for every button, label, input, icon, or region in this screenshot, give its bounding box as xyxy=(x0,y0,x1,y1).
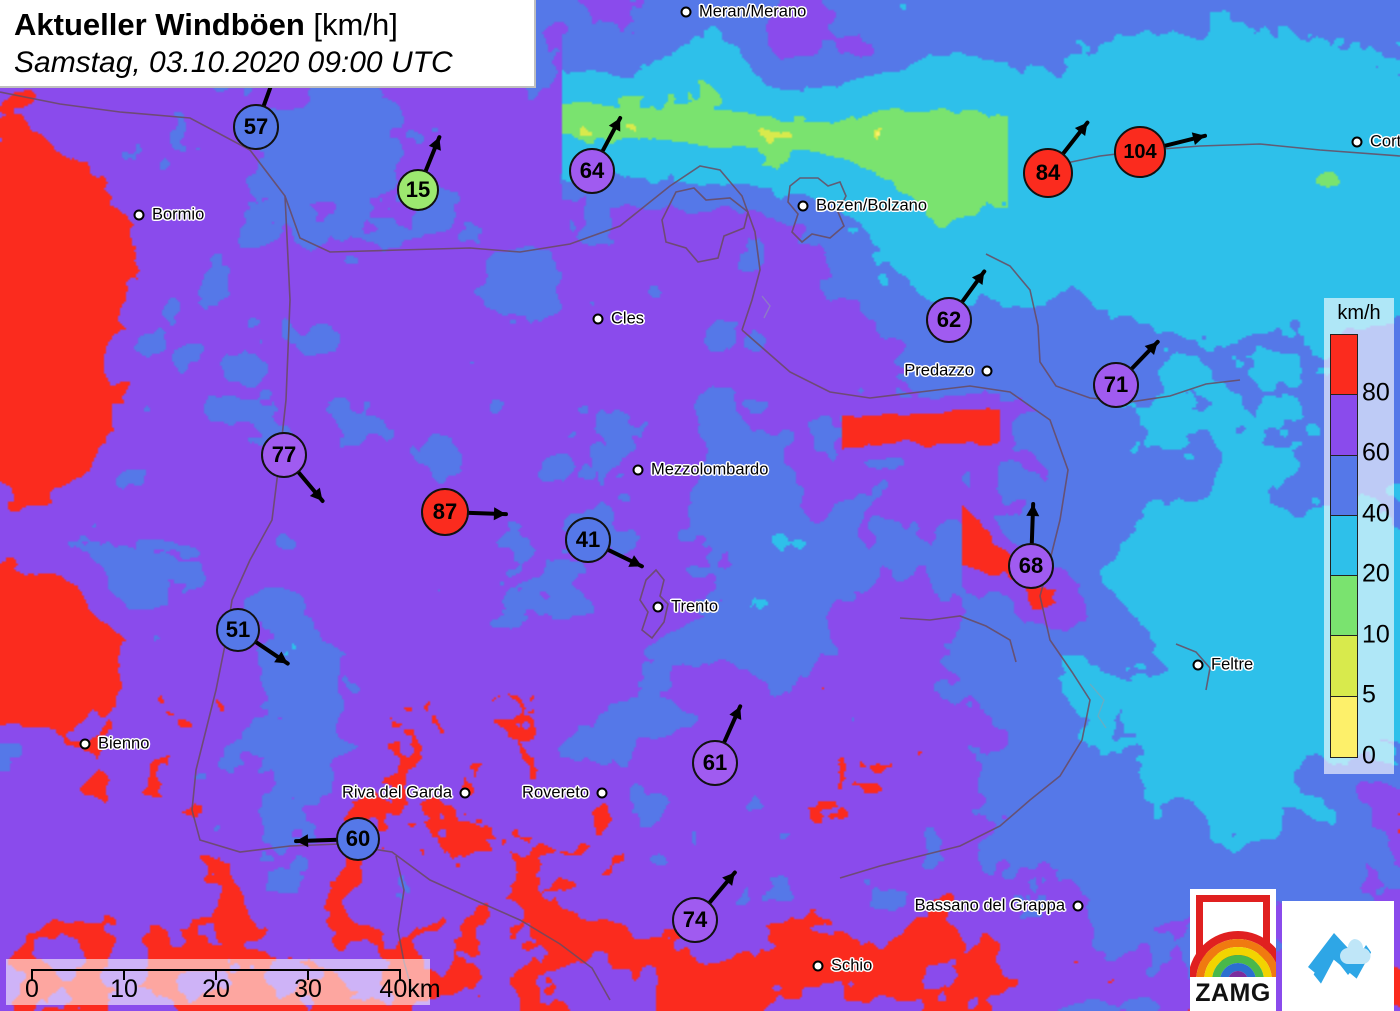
city-dot-icon xyxy=(1072,900,1084,912)
color-legend: km/h 80 60 40 20 10 5 0 xyxy=(1324,298,1394,774)
city-label: Schio xyxy=(831,956,873,975)
station-value-bubble[interactable]: 77 xyxy=(261,432,307,478)
legend-tick-label: 10 xyxy=(1362,620,1390,649)
station-value-bubble[interactable]: 15 xyxy=(397,169,439,211)
city-label: Mezzolombardo xyxy=(651,460,769,479)
station-value-bubble[interactable]: 74 xyxy=(672,897,718,943)
city-dot-icon xyxy=(797,200,809,212)
scale-tick xyxy=(123,969,125,980)
scale-label: 30 xyxy=(294,975,322,1003)
legend-tick-label: 60 xyxy=(1362,438,1390,467)
city-dot-icon xyxy=(1192,659,1204,671)
scale-tick xyxy=(307,969,309,980)
city-label: Bassano del Grappa xyxy=(914,896,1065,915)
city-label: Meran/Merano xyxy=(699,2,807,21)
legend-band xyxy=(1331,455,1357,516)
city-label: Feltre xyxy=(1211,655,1254,674)
page-title: Aktueller Windböen [km/h] xyxy=(14,6,520,44)
logo-strip: ZAMG xyxy=(1190,889,1394,1011)
station-value-bubble[interactable]: 60 xyxy=(336,817,380,861)
station-value-bubble[interactable]: 51 xyxy=(216,608,260,652)
station-value-bubble[interactable]: 62 xyxy=(926,297,972,343)
scale-tick xyxy=(215,969,217,980)
legend-tick-label: 80 xyxy=(1362,378,1390,407)
scale-label: 0 xyxy=(25,975,39,1003)
scale-label: 20 xyxy=(202,975,230,1003)
city-dot-icon xyxy=(459,787,471,799)
city-label: Corti xyxy=(1370,132,1400,151)
alpine-logo xyxy=(1282,901,1394,1011)
station-value-bubble[interactable]: 64 xyxy=(569,148,615,194)
city-dot-icon xyxy=(981,365,993,377)
city-label: Rovereto xyxy=(522,783,589,802)
zamg-logo-text: ZAMG xyxy=(1195,979,1271,1007)
map-scale-bar: 0 10 20 30 40km xyxy=(6,959,441,1005)
city-dot-icon xyxy=(1351,136,1363,148)
scale-tick xyxy=(31,969,33,980)
legend-band xyxy=(1331,395,1357,456)
legend-unit-label: km/h xyxy=(1337,302,1381,324)
city-label: Bormio xyxy=(152,205,205,224)
city-dot-icon xyxy=(596,787,608,799)
zamg-rainbow-icon xyxy=(1190,895,1276,977)
legend-band xyxy=(1331,515,1357,577)
zamg-logo: ZAMG xyxy=(1190,889,1276,1011)
title-box: Aktueller Windböen [km/h] Samstag, 03.10… xyxy=(0,0,536,88)
city-dot-icon xyxy=(79,738,91,750)
station-value-bubble[interactable]: 84 xyxy=(1023,148,1073,198)
scale-tick xyxy=(399,969,401,980)
legend-tick-label: 5 xyxy=(1362,680,1376,709)
station-value-bubble[interactable]: 104 xyxy=(1114,126,1166,178)
city-dot-icon xyxy=(133,209,145,221)
title-unit: [km/h] xyxy=(313,7,398,42)
station-value-bubble[interactable]: 57 xyxy=(233,104,279,150)
scale-label: 40km xyxy=(379,975,441,1003)
mountain-cloud-icon xyxy=(1308,933,1372,984)
scale-label: 10 xyxy=(110,975,138,1003)
legend-band xyxy=(1331,576,1357,637)
legend-color-bar xyxy=(1330,334,1358,758)
city-label: Riva del Garda xyxy=(341,783,452,802)
city-label: Cles xyxy=(611,309,645,328)
city-label: Predazzo xyxy=(904,361,974,380)
title-main: Aktueller Windböen xyxy=(14,7,305,42)
station-value-bubble[interactable]: 41 xyxy=(565,517,611,563)
legend-band xyxy=(1331,335,1357,396)
station-value-bubble[interactable]: 68 xyxy=(1008,543,1054,589)
legend-tick-label: 20 xyxy=(1362,559,1390,588)
legend-band xyxy=(1331,636,1357,697)
title-timestamp: Samstag, 03.10.2020 09:00 UTC xyxy=(14,46,453,79)
city-dot-icon xyxy=(592,313,604,325)
city-dot-icon xyxy=(812,960,824,972)
station-value-bubble[interactable]: 61 xyxy=(692,740,738,786)
legend-tick-label: 0 xyxy=(1362,741,1376,770)
city-dot-icon xyxy=(680,6,692,18)
legend-tick-label: 40 xyxy=(1362,499,1390,528)
city-dot-icon xyxy=(632,464,644,476)
city-label: Bozen/Bolzano xyxy=(816,196,927,215)
station-value-bubble[interactable]: 87 xyxy=(421,488,469,536)
city-label: Trento xyxy=(671,597,719,616)
city-dot-icon xyxy=(652,601,664,613)
legend-band xyxy=(1331,696,1357,757)
station-value-bubble[interactable]: 71 xyxy=(1093,362,1139,408)
city-label: Bienno xyxy=(98,734,150,753)
